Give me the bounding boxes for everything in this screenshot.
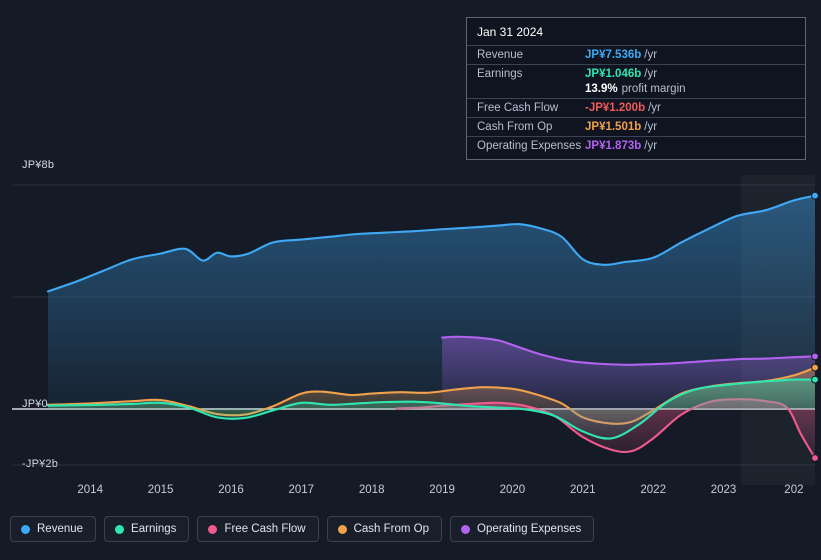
- x-axis-tick: 2015: [147, 484, 174, 496]
- x-axis-tick: 2018: [358, 484, 385, 496]
- y-axis-label-top: JP¥8b: [22, 159, 55, 171]
- tooltip-row: Cash From Op JP¥1.501b/yr: [467, 117, 805, 136]
- tooltip-row: Revenue JP¥7.536b/yr: [467, 45, 805, 64]
- chart-legend: Revenue Earnings Free Cash Flow Cash From O…: [10, 516, 595, 542]
- x-axis-tick: 202: [784, 484, 804, 496]
- tooltip-row-value: JP¥7.536b/yr: [585, 49, 658, 61]
- x-axis-tick: 2021: [570, 484, 596, 496]
- tooltip-rows: Revenue JP¥7.536b/yr Earnings JP¥1.046b/yr 1…: [467, 45, 805, 155]
- legend-item-free-cash-flow[interactable]: Free Cash Flow: [197, 516, 319, 542]
- legend-swatch-icon: [208, 524, 218, 534]
- legend-swatch-icon: [115, 524, 125, 534]
- y-axis-label-zero: JP¥0: [22, 398, 48, 410]
- legend-label: Free Cash Flow: [224, 523, 306, 535]
- tooltip-row-value: JP¥1.501b/yr: [585, 121, 658, 133]
- y-axis-label-bottom: -JP¥2b: [22, 458, 59, 470]
- tooltip-row-unit: /yr: [644, 140, 658, 152]
- legend-label: Revenue: [37, 523, 84, 535]
- legend-label: Earnings: [131, 523, 177, 535]
- chart-canvas: [12, 184, 819, 466]
- tooltip-row-label: Revenue: [477, 49, 524, 61]
- tooltip-row-value: JP¥1.873b/yr: [585, 140, 658, 152]
- chart-tooltip: Jan 31 2024 Revenue JP¥7.536b/yr Earnings J…: [466, 17, 806, 160]
- x-axis-tick: 2023: [710, 484, 737, 496]
- x-axis-tick: 2016: [218, 484, 244, 496]
- tooltip-row-unit: /yr: [644, 121, 658, 133]
- legend-item-earnings[interactable]: Earnings: [104, 516, 190, 542]
- tooltip-row-unit: /yr: [644, 49, 658, 61]
- x-axis: 2014 2015 2016 2017 2018 2019 2020 2021 2022 2023…: [0, 484, 821, 504]
- chart-plot-area: [0, 175, 821, 485]
- x-axis-tick: 2020: [499, 484, 526, 496]
- x-axis-tick: 2019: [429, 484, 455, 496]
- legend-swatch-icon: [21, 524, 30, 534]
- tooltip-row-value: -JP¥1.200b/yr: [585, 102, 661, 114]
- tooltip-row-value: JP¥1.046b/yr: [585, 68, 658, 80]
- tooltip-profit-margin-row: 13.9% profit margin: [467, 83, 805, 98]
- tooltip-row: Earnings JP¥1.046b/yr: [467, 64, 805, 83]
- tooltip-row-label: Cash From Op: [477, 121, 553, 133]
- legend-label: Operating Expenses: [477, 523, 582, 535]
- legend-item-cash-from-op[interactable]: Cash From Op: [326, 516, 443, 542]
- tooltip-row: Free Cash Flow -JP¥1.200b/yr: [467, 98, 805, 117]
- tooltip-row-label: Earnings: [477, 68, 523, 80]
- tooltip-row-label: Free Cash Flow: [477, 102, 559, 114]
- x-axis-tick: 2022: [640, 484, 666, 496]
- legend-item-operating-expenses[interactable]: Operating Expenses: [450, 516, 595, 542]
- tooltip-row: Operating Expenses JP¥1.873b/yr: [467, 136, 805, 155]
- tooltip-row-unit: /yr: [648, 102, 661, 114]
- legend-swatch-icon: [461, 524, 471, 534]
- legend-label: Cash From Op: [353, 523, 430, 535]
- tooltip-row-label: Operating Expenses: [477, 140, 582, 152]
- legend-swatch-icon: [337, 524, 347, 534]
- legend-item-revenue[interactable]: Revenue: [10, 516, 97, 542]
- tooltip-row-unit: /yr: [644, 68, 658, 80]
- x-axis-tick: 2017: [288, 484, 315, 496]
- tooltip-profit-margin-label: profit margin: [621, 83, 686, 95]
- tooltip-date: Jan 31 2024: [477, 25, 544, 39]
- tooltip-profit-margin-value: 13.9%: [585, 83, 618, 95]
- x-axis-tick: 2014: [77, 484, 103, 496]
